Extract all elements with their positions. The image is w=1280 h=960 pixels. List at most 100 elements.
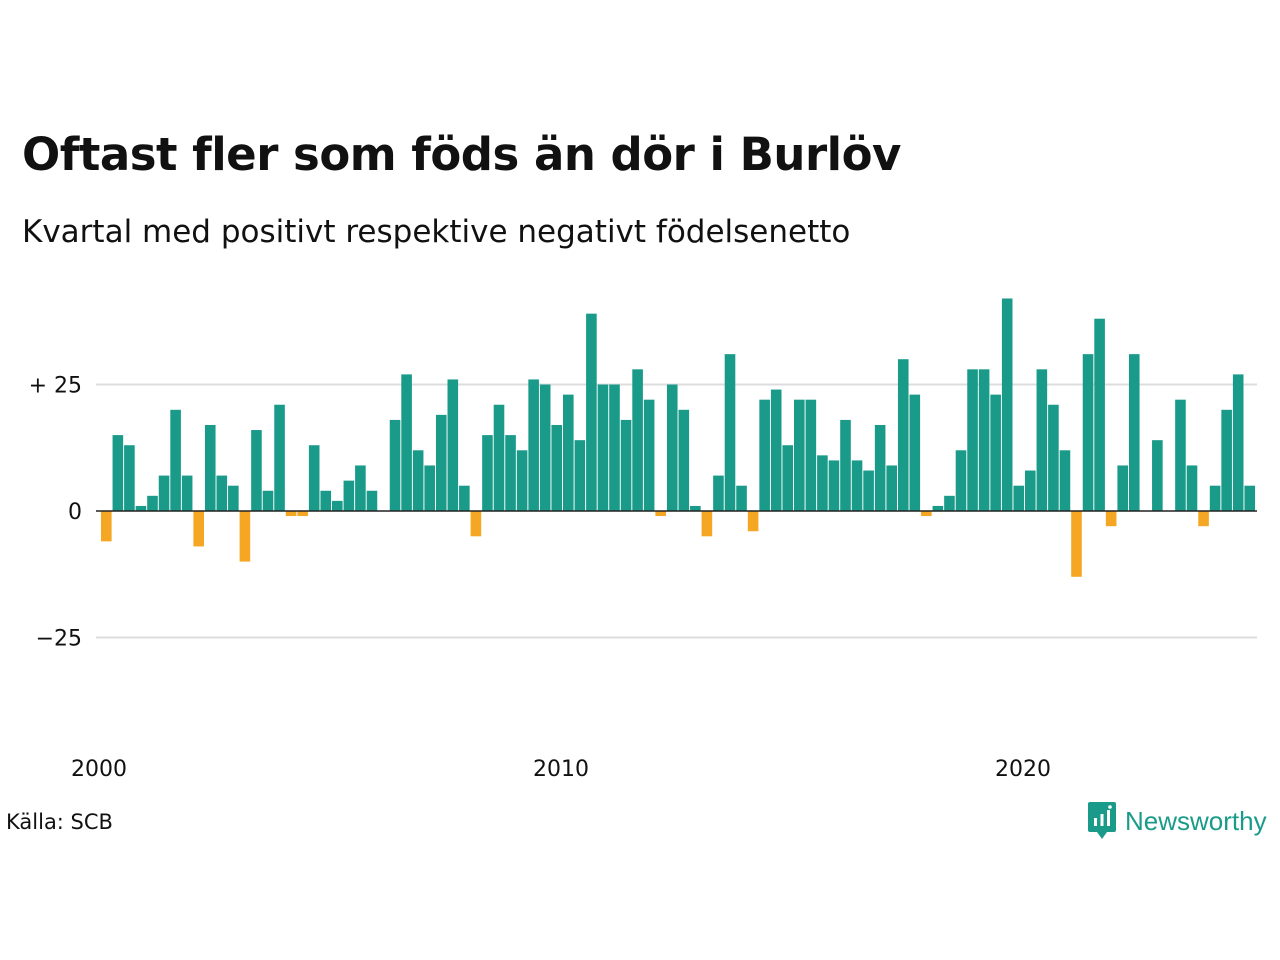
- bar-positive: [817, 455, 828, 511]
- bar-negative: [1198, 511, 1209, 527]
- bar-positive: [851, 460, 863, 511]
- bar-positive: [308, 445, 320, 511]
- bar-positive: [251, 430, 262, 511]
- bar-positive: [620, 419, 632, 511]
- bar-positive: [1244, 485, 1256, 511]
- bar-positive: [447, 379, 459, 511]
- bar-negative: [1105, 511, 1117, 527]
- bar-positive: [909, 394, 921, 511]
- bar-positive: [228, 485, 239, 511]
- bar-negative: [747, 511, 759, 532]
- bar-negative: [470, 511, 482, 537]
- bar-chart: + 25 0 −25 2000 2010 2020: [29, 298, 1257, 782]
- bar-positive: [563, 394, 574, 511]
- bar-positive: [1013, 485, 1025, 511]
- bar-negative: [101, 511, 112, 542]
- bar-positive: [632, 369, 643, 511]
- bar-positive: [1094, 318, 1105, 511]
- bar-positive: [216, 475, 228, 511]
- bar-positive: [112, 435, 124, 511]
- brand-name: Newsworthy: [1125, 805, 1267, 836]
- bar-positive: [401, 374, 412, 511]
- bar-positive: [643, 399, 655, 511]
- newsworthy-logo-icon: [1088, 802, 1116, 839]
- bar-positive: [493, 404, 505, 511]
- bar-positive: [516, 450, 528, 511]
- bar-positive: [609, 384, 620, 511]
- bar-positive: [412, 450, 424, 511]
- bar-negative: [297, 511, 308, 517]
- bar-positive: [805, 399, 817, 511]
- bar-positive: [967, 369, 978, 511]
- bar-positive: [1059, 450, 1071, 511]
- y-tick-label: 0: [68, 500, 82, 525]
- bar-positive: [505, 435, 516, 511]
- x-tick-label: 2020: [995, 757, 1051, 782]
- bar-positive: [1221, 409, 1232, 511]
- bar-negative: [1071, 511, 1082, 577]
- bar-positive: [713, 475, 724, 511]
- bar-positive: [597, 384, 609, 511]
- bar-positive: [1175, 399, 1186, 511]
- bar-positive: [990, 394, 1001, 511]
- bar-positive: [389, 419, 401, 511]
- bar-positive: [678, 409, 690, 511]
- bar-positive: [170, 409, 181, 511]
- bar-positive: [262, 490, 274, 511]
- bar-negative: [921, 511, 932, 517]
- bar-positive: [1048, 404, 1059, 511]
- bar-negative: [655, 511, 666, 517]
- bar-negative: [285, 511, 297, 517]
- bar-negative: [701, 511, 713, 537]
- bar-negative: [193, 511, 204, 547]
- bar-positive: [539, 384, 551, 511]
- bar-positive: [1186, 465, 1198, 511]
- bar-positive: [1232, 374, 1244, 511]
- bar-positive: [1128, 354, 1140, 511]
- bar-positive: [782, 445, 794, 511]
- bar-positive: [528, 379, 539, 511]
- bar-positive: [666, 384, 678, 511]
- bar-positive: [1117, 465, 1128, 511]
- bar-positive: [1001, 298, 1013, 511]
- bar-negative: [239, 511, 251, 562]
- y-tick-label: −25: [36, 627, 82, 652]
- bar-positive: [551, 424, 563, 511]
- bar-positive: [320, 490, 332, 511]
- bar-positive: [158, 475, 170, 511]
- chart-title: Oftast fler som föds än dör i Burlöv: [22, 128, 901, 181]
- bar-positive: [1082, 354, 1094, 511]
- bar-positive: [944, 495, 955, 511]
- source-note: Källa: SCB: [6, 810, 113, 834]
- bar-positive: [897, 359, 909, 511]
- bar-positive: [932, 505, 944, 511]
- bar-positive: [482, 435, 493, 511]
- bar-positive: [1152, 440, 1163, 511]
- bar-positive: [204, 424, 216, 511]
- bar-positive: [828, 460, 840, 511]
- bar-positive: [147, 495, 158, 511]
- bar-positive: [355, 465, 366, 511]
- bar-positive: [1209, 485, 1221, 511]
- bar-positive: [759, 399, 770, 511]
- bar-positive: [343, 480, 355, 511]
- chart-subtitle: Kvartal med positivt respektive negativt…: [22, 214, 851, 250]
- bar-positive: [690, 505, 701, 511]
- bar-positive: [886, 465, 897, 511]
- bar-positive: [135, 505, 147, 511]
- bar-positive: [1036, 369, 1048, 511]
- brand-logo: Newsworthy: [1088, 802, 1267, 840]
- bar-positive: [794, 399, 805, 511]
- bar-positive: [978, 369, 990, 511]
- y-tick-label: + 25: [29, 374, 82, 399]
- bar-positive: [874, 424, 886, 511]
- bar-positive: [274, 404, 285, 511]
- bar-positive: [424, 465, 435, 511]
- bar-positive: [586, 313, 597, 511]
- x-tick-label: 2010: [533, 757, 589, 782]
- x-tick-label: 2000: [71, 757, 127, 782]
- bar-positive: [840, 419, 851, 511]
- bar-positive: [124, 445, 135, 511]
- bar-positive: [435, 414, 447, 511]
- bar-positive: [863, 470, 874, 511]
